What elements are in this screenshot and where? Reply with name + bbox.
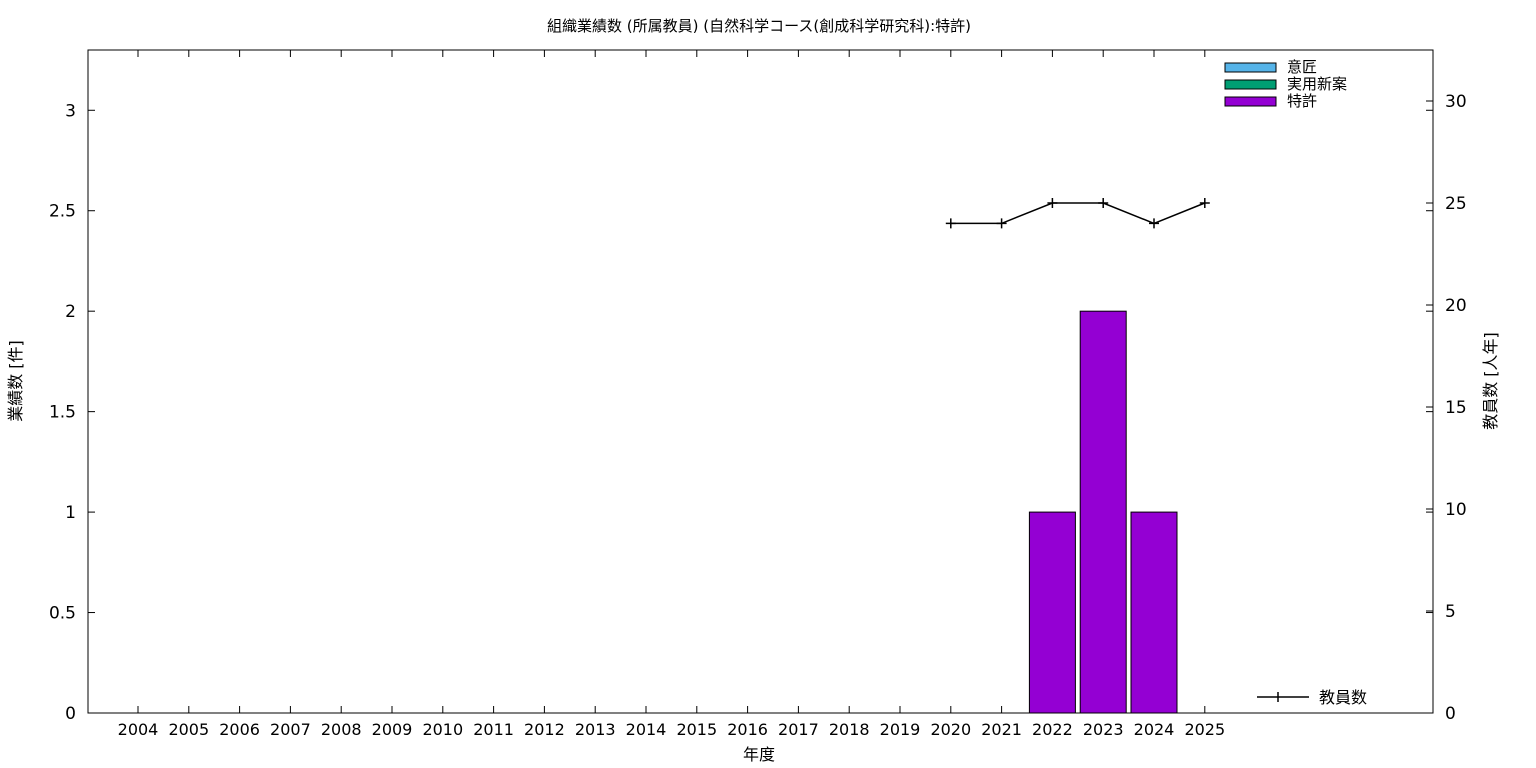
x-tick-label: 2020 [930,720,971,739]
x-tick-label: 2011 [473,720,514,739]
faculty-point-2023 [1098,198,1109,208]
x-tick-label: 2015 [676,720,717,739]
x-axis-label: 年度 [743,745,775,764]
faculty-point-2020 [945,218,956,229]
x-tick-label: 2008 [321,720,362,739]
x-tick-label: 2021 [981,720,1022,739]
y2-tick-label: 30 [1445,92,1467,112]
legend-swatch [1224,79,1277,90]
x-tick-label: 2014 [626,720,667,739]
faculty-line [945,198,1210,229]
faculty-line-path [950,202,1206,225]
y2-tick-label: 15 [1445,398,1467,418]
y2-tick-label: 10 [1445,500,1467,520]
x-tick-label: 2016 [727,720,768,739]
legend-label: 教員数 [1319,688,1367,707]
legend-swatch [1224,96,1277,107]
legend-swatch [1224,62,1277,73]
y-tick-label: 1.5 [49,403,76,423]
x-tick-label: 2024 [1134,720,1175,739]
y-tick-label: 0.5 [49,604,76,624]
x-tick-label: 2019 [880,720,921,739]
chart-title: 組織業績数 (所属教員) (自然科学コース(創成科学研究科):特許) [547,17,971,35]
x-tick-label: 2013 [575,720,616,739]
y-tick-label: 2 [65,302,76,322]
x-tick-label: 2009 [372,720,413,739]
x-tick-label: 2017 [778,720,819,739]
faculty-point-2024 [1149,218,1159,229]
bar-2022 [1028,511,1076,714]
legend-label: 実用新案 [1287,75,1347,93]
y2-tick-label: 5 [1445,602,1456,622]
legend-label: 特許 [1287,92,1317,110]
y2-tick-label: 25 [1445,194,1467,214]
x-tick-label: 2010 [422,720,463,739]
y-tick-label: 3 [65,101,76,121]
y2-tick-label: 20 [1445,296,1467,316]
y-tick-label: 1 [65,503,76,523]
x-tick-label: 2025 [1184,720,1225,739]
y2-tick-label: 0 [1445,704,1456,724]
y-tick-label: 2.5 [49,202,76,222]
legend-label: 意匠 [1287,58,1317,76]
faculty-point-2021 [996,218,1007,229]
faculty-point-2022 [1047,198,1058,208]
y2-axis-label: 教員数 [人年] [1481,332,1500,430]
x-tick-label: 2004 [118,720,159,739]
plot-area [87,49,1434,714]
y-tick-label: 0 [65,704,76,724]
x-tick-label: 2006 [219,720,260,739]
y-axis-label: 業績数 [件] [6,340,25,422]
x-tick-label: 2022 [1032,720,1073,739]
faculty-point-2025 [1199,198,1210,208]
x-tick-label: 2005 [168,720,209,739]
bar-2023 [1079,310,1127,714]
bar-2024 [1130,511,1178,714]
x-tick-label: 2023 [1083,720,1124,739]
bars [1028,310,1178,714]
x-tick-label: 2007 [270,720,311,739]
x-tick-label: 2018 [829,720,870,739]
x-tick-label: 2012 [524,720,565,739]
